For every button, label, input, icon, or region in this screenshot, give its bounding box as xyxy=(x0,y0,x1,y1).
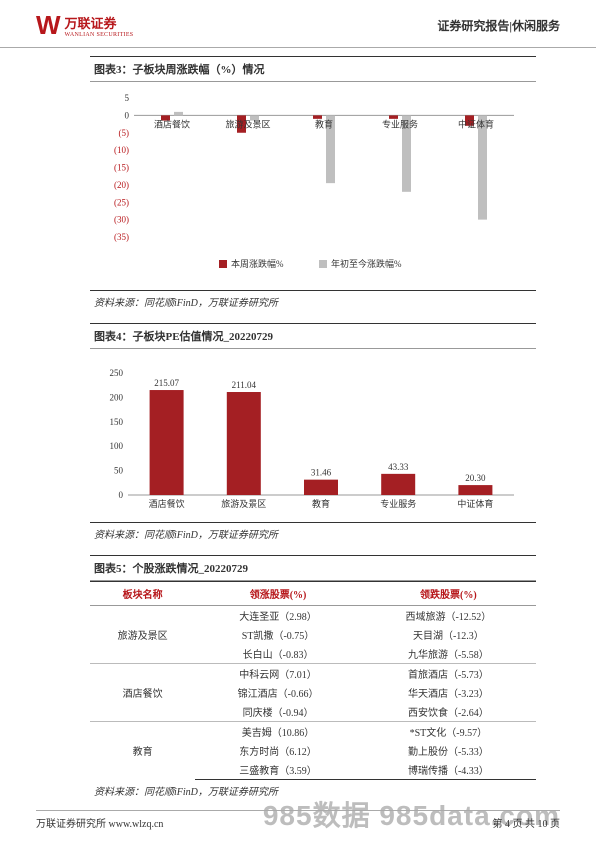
chart3-source: 资料来源：同花顺iFinD，万联证券研究所 xyxy=(90,290,536,309)
chart4-area: 0 50 100 150 200 250 215.07 酒店餐饮 211.04 旅游及景区 31.4… xyxy=(90,349,536,522)
chart4-svg: 0 50 100 150 200 250 215.07 酒店餐饮 211.04 旅游及景区 31.4… xyxy=(94,355,524,515)
svg-text:(35): (35) xyxy=(114,232,129,242)
svg-text:200: 200 xyxy=(110,392,124,402)
logo-mark: W xyxy=(36,10,61,41)
table5-header: 板块名称 xyxy=(90,582,195,606)
page-header: W 万联证券 WANLIAN SECURITIES 证券研究报告|休闲服务 xyxy=(0,0,596,48)
svg-text:43.33: 43.33 xyxy=(388,462,409,472)
down-cell: 西域旅游（-12.52） xyxy=(361,606,536,626)
chart3-title: 图表3：子板块周涨跌幅（%）情况 xyxy=(90,56,536,82)
up-cell: 中科云网（7.01） xyxy=(195,664,360,684)
up-cell: 东方时尚（6.12） xyxy=(195,741,360,760)
svg-text:0: 0 xyxy=(125,110,130,120)
down-cell: 勤上股份（-5.33） xyxy=(361,741,536,760)
footer-right: 第 4 页 共 10 页 xyxy=(493,815,561,830)
down-cell: 西安饮食（-2.64） xyxy=(361,702,536,722)
svg-text:专业服务: 专业服务 xyxy=(380,498,416,509)
down-cell: 天目湖（-12.3） xyxy=(361,625,536,644)
svg-text:0: 0 xyxy=(119,490,124,500)
page-footer: 万联证券研究所 www.wlzq.cn 第 4 页 共 10 页 xyxy=(36,810,560,830)
chart3-area: 5 0 (5) (10) (15) (20) (25) (30) (35) 酒店餐饮 旅游及景区 教育… xyxy=(90,82,536,290)
svg-text:150: 150 xyxy=(110,417,124,427)
up-cell: 三盛教育（3.59） xyxy=(195,760,360,780)
sector-cell: 旅游及景区 xyxy=(90,606,195,664)
svg-text:20.30: 20.30 xyxy=(465,473,486,483)
svg-text:250: 250 xyxy=(110,368,124,378)
svg-text:215.07: 215.07 xyxy=(154,378,179,388)
down-cell: 华天酒店（-3.23） xyxy=(361,683,536,702)
header-title: 证券研究报告|休闲服务 xyxy=(437,17,560,34)
sector-cell: 教育 xyxy=(90,722,195,780)
svg-text:旅游及景区: 旅游及景区 xyxy=(221,498,266,509)
svg-text:教育: 教育 xyxy=(315,118,333,129)
table5-header: 领跌股票(%) xyxy=(361,582,536,606)
svg-text:中证体育: 中证体育 xyxy=(457,498,493,509)
chart4-title: 图表4：子板块PE估值情况_20220729 xyxy=(90,323,536,349)
svg-text:酒店餐饮: 酒店餐饮 xyxy=(149,498,185,509)
content: 图表3：子板块周涨跌幅（%）情况 50(5)(10)(15)(20)(25)(3… xyxy=(0,48,596,798)
logo: W 万联证券 WANLIAN SECURITIES xyxy=(36,10,133,41)
svg-text:211.04: 211.04 xyxy=(232,380,257,390)
svg-text:本周涨跌幅%: 本周涨跌幅% xyxy=(231,258,284,269)
logo-en: WANLIAN SECURITIES xyxy=(65,32,134,38)
table5-header: 领涨股票(%) xyxy=(195,582,360,606)
table5: 板块名称领涨股票(%)领跌股票(%) 旅游及景区大连圣亚（2.98）西域旅游（-1… xyxy=(90,581,536,780)
up-cell: 大连圣亚（2.98） xyxy=(195,606,360,626)
svg-text:5: 5 xyxy=(125,93,130,103)
svg-text:(20): (20) xyxy=(114,180,129,190)
logo-cn: 万联证券 xyxy=(65,13,134,32)
svg-text:(30): (30) xyxy=(114,215,129,225)
down-cell: 九华旅游（-5.58） xyxy=(361,644,536,664)
chart4-source: 资料来源：同花顺iFinD，万联证券研究所 xyxy=(90,522,536,541)
svg-text:教育: 教育 xyxy=(312,498,330,509)
chart3-svg: 5 0 (5) (10) (15) (20) (25) (30) (35) 酒店餐饮 旅游及景区 教育… xyxy=(94,88,524,283)
up-cell: 美吉姆（10.86） xyxy=(195,722,360,742)
svg-text:(5): (5) xyxy=(119,128,130,138)
up-cell: ST凯撒（-0.75） xyxy=(195,625,360,644)
svg-text:31.46: 31.46 xyxy=(311,468,332,478)
svg-text:(10): (10) xyxy=(114,145,129,155)
down-cell: 首旅酒店（-5.73） xyxy=(361,664,536,684)
up-cell: 同庆楼（-0.94） xyxy=(195,702,360,722)
svg-text:专业服务: 专业服务 xyxy=(382,118,418,129)
svg-text:50: 50 xyxy=(114,466,124,476)
svg-text:(15): (15) xyxy=(114,163,129,173)
up-cell: 锦江酒店（-0.66） xyxy=(195,683,360,702)
up-cell: 长白山（-0.83） xyxy=(195,644,360,664)
table5-title: 图表5：个股涨跌情况_20220729 xyxy=(90,555,536,581)
svg-text:100: 100 xyxy=(110,441,124,451)
svg-text:旅游及景区: 旅游及景区 xyxy=(225,118,270,129)
svg-text:酒店餐饮: 酒店餐饮 xyxy=(154,118,190,129)
svg-text:(25): (25) xyxy=(114,197,129,207)
sector-cell: 酒店餐饮 xyxy=(90,664,195,722)
svg-text:中证体育: 中证体育 xyxy=(458,118,494,129)
footer-left: 万联证券研究所 www.wlzq.cn xyxy=(36,815,163,830)
down-cell: *ST文化（-9.57） xyxy=(361,722,536,742)
svg-text:年初至今涨跌幅%: 年初至今涨跌幅% xyxy=(331,258,402,269)
down-cell: 博瑞传播（-4.33） xyxy=(361,760,536,780)
